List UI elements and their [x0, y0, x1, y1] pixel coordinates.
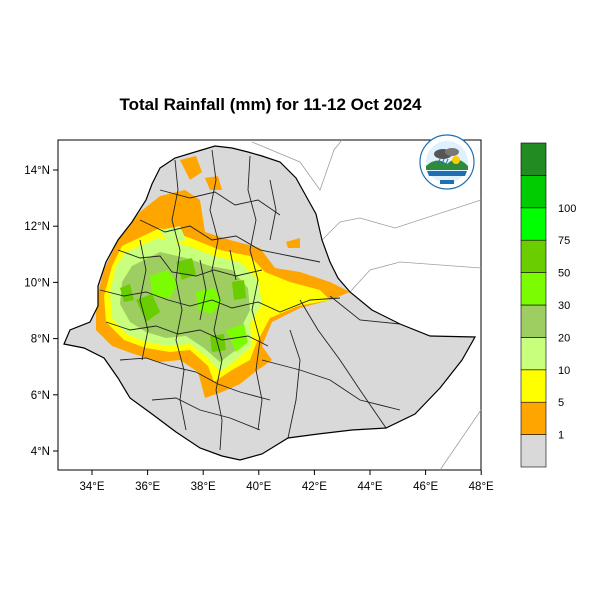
- colorbar-label: 10: [558, 365, 570, 377]
- rain-zone-green-4: [210, 334, 226, 352]
- y-tick-label: 8°N: [31, 334, 50, 346]
- colorbar-segment: [520, 434, 547, 468]
- x-tick-label: 34°E: [79, 481, 104, 493]
- x-tick-label: 46°E: [413, 481, 438, 493]
- x-tick-label: 40°E: [246, 481, 271, 493]
- colorbar-segment: [520, 369, 547, 403]
- x-tick-label: 38°E: [191, 481, 216, 493]
- colorbar-label: 20: [558, 332, 570, 344]
- x-tick-label: 44°E: [357, 481, 382, 493]
- colorbar-label: 30: [558, 300, 570, 312]
- rain-zone-green-5: [120, 284, 134, 302]
- y-tick-label: 12°N: [24, 221, 50, 233]
- colorbar-segment: [520, 239, 547, 273]
- admin-borders: [99, 149, 401, 451]
- rain-zone-green-2: [176, 258, 196, 280]
- y-tick-label: 14°N: [24, 165, 50, 177]
- colorbar-label: 100: [558, 203, 576, 215]
- rain-zone-orange-east: [286, 238, 300, 248]
- colorbar-segment: [520, 401, 547, 435]
- colorbar-segment: [520, 272, 547, 306]
- y-tick-label: 6°N: [31, 390, 50, 402]
- x-axis: 34°E 36°E 38°E 40°E 42°E 44°E 46°E 48°E: [79, 470, 494, 493]
- colorbar-segment: [520, 304, 547, 338]
- map-title: Total Rainfall (mm) for 11-12 Oct 2024: [119, 95, 422, 114]
- rain-zone-orange-ne: [205, 176, 222, 190]
- colorbar: 1 5 10 20 30 50 75 100: [520, 142, 576, 468]
- colorbar-label: 5: [558, 397, 564, 409]
- colorbar-segment: [520, 337, 547, 371]
- y-axis: 14°N 12°N 10°N 8°N 6°N 4°N: [24, 165, 58, 458]
- colorbar-segment: [520, 207, 547, 241]
- colorbar-label: 75: [558, 235, 570, 247]
- x-tick-label: 42°E: [302, 481, 327, 493]
- rain-zone-palegreen: [160, 226, 186, 244]
- ethiopian-meteorology-institute-logo: [419, 134, 475, 190]
- rain-zone-orange-north: [180, 156, 202, 180]
- x-tick-label: 48°E: [469, 481, 494, 493]
- colorbar-segment: [520, 175, 547, 209]
- rain-zone-green-3: [232, 280, 246, 300]
- colorbar-label: 1: [558, 430, 564, 442]
- colorbar-segment: [520, 142, 547, 176]
- colorbar-label: 50: [558, 268, 570, 280]
- y-tick-label: 10°N: [24, 277, 50, 289]
- x-tick-label: 36°E: [135, 481, 160, 493]
- rain-zone-green-1: [136, 294, 160, 322]
- y-tick-label: 4°N: [31, 446, 50, 458]
- rain-zone-brightgreen-1: [150, 270, 178, 298]
- ethiopia-border: [63, 145, 477, 461]
- rainfall-layer: [96, 156, 350, 398]
- neighbor-borders: [251, 139, 482, 471]
